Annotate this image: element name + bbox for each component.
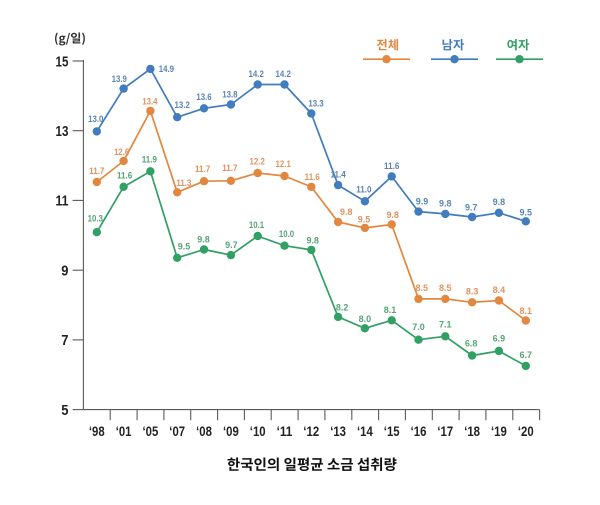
svg-text:15: 15 bbox=[56, 54, 69, 70]
svg-text:11.6: 11.6 bbox=[117, 170, 132, 181]
svg-text:13.8: 13.8 bbox=[222, 90, 238, 101]
svg-text:13.0: 13.0 bbox=[88, 114, 103, 125]
svg-text:8.3: 8.3 bbox=[466, 287, 479, 298]
svg-text:9.8: 9.8 bbox=[439, 198, 452, 209]
svg-text:8.1: 8.1 bbox=[384, 305, 397, 316]
svg-text:11.6: 11.6 bbox=[305, 172, 320, 183]
svg-text:‘98: ‘98 bbox=[89, 424, 105, 439]
svg-text:14.9: 14.9 bbox=[159, 64, 174, 75]
svg-text:‘15: ‘15 bbox=[384, 424, 400, 439]
svg-text:13.4: 13.4 bbox=[142, 96, 158, 107]
svg-text:9: 9 bbox=[61, 264, 68, 280]
svg-text:‘17: ‘17 bbox=[437, 424, 453, 439]
svg-text:11.7: 11.7 bbox=[222, 163, 237, 174]
svg-text:6.9: 6.9 bbox=[493, 334, 506, 345]
svg-text:‘16: ‘16 bbox=[411, 424, 427, 439]
svg-text:10.1: 10.1 bbox=[249, 220, 265, 231]
svg-text:‘05: ‘05 bbox=[143, 424, 159, 439]
svg-text:11.0: 11.0 bbox=[356, 185, 371, 196]
svg-text:7: 7 bbox=[61, 333, 68, 349]
svg-text:8.0: 8.0 bbox=[359, 314, 372, 325]
svg-text:‘01: ‘01 bbox=[116, 424, 132, 439]
svg-text:9.8: 9.8 bbox=[197, 235, 210, 246]
svg-text:‘10: ‘10 bbox=[250, 424, 266, 439]
svg-text:9.5: 9.5 bbox=[178, 241, 191, 252]
svg-text:8.2: 8.2 bbox=[336, 302, 349, 313]
svg-text:‘18: ‘18 bbox=[464, 424, 480, 439]
svg-text:7.0: 7.0 bbox=[412, 322, 425, 333]
svg-text:‘19: ‘19 bbox=[491, 424, 507, 439]
svg-text:10.3: 10.3 bbox=[88, 214, 103, 225]
svg-text:6.8: 6.8 bbox=[465, 339, 478, 350]
svg-text:8.5: 8.5 bbox=[439, 283, 452, 294]
svg-text:9.7: 9.7 bbox=[225, 240, 238, 251]
svg-text:9.5: 9.5 bbox=[358, 214, 371, 225]
svg-text:13.6: 13.6 bbox=[196, 92, 211, 103]
svg-text:‘20: ‘20 bbox=[518, 424, 534, 439]
svg-text:11.3: 11.3 bbox=[176, 178, 191, 189]
svg-text:11: 11 bbox=[56, 194, 69, 210]
svg-text:13.3: 13.3 bbox=[308, 99, 323, 110]
svg-text:7.1: 7.1 bbox=[439, 319, 452, 330]
svg-text:8.4: 8.4 bbox=[493, 285, 506, 296]
svg-text:‘08: ‘08 bbox=[196, 424, 212, 439]
svg-text:13: 13 bbox=[56, 124, 69, 140]
svg-text:9.8: 9.8 bbox=[340, 207, 353, 218]
svg-text:5: 5 bbox=[61, 403, 68, 419]
svg-text:13.9: 13.9 bbox=[112, 74, 127, 85]
svg-text:12.2: 12.2 bbox=[250, 156, 265, 167]
svg-text:11.9: 11.9 bbox=[142, 154, 157, 165]
svg-text:10.0: 10.0 bbox=[279, 229, 294, 240]
svg-text:‘07: ‘07 bbox=[169, 424, 185, 439]
svg-text:9.8: 9.8 bbox=[386, 210, 399, 221]
svg-text:6.7: 6.7 bbox=[520, 350, 533, 361]
svg-text:12.1: 12.1 bbox=[276, 159, 292, 170]
svg-text:11.7: 11.7 bbox=[89, 166, 104, 177]
svg-text:12.6: 12.6 bbox=[114, 147, 129, 158]
svg-text:9.5: 9.5 bbox=[520, 207, 533, 218]
svg-text:9.7: 9.7 bbox=[465, 203, 478, 214]
svg-text:8.1: 8.1 bbox=[520, 306, 533, 317]
svg-text:14.2: 14.2 bbox=[276, 69, 291, 80]
svg-text:‘13: ‘13 bbox=[330, 424, 346, 439]
svg-text:13.2: 13.2 bbox=[175, 100, 190, 111]
svg-text:11.7: 11.7 bbox=[195, 164, 210, 175]
svg-text:9.9: 9.9 bbox=[416, 197, 429, 208]
svg-text:14.2: 14.2 bbox=[249, 69, 264, 80]
svg-text:8.5: 8.5 bbox=[416, 283, 429, 294]
svg-text:9.8: 9.8 bbox=[493, 197, 506, 208]
svg-text:9.8: 9.8 bbox=[306, 235, 319, 246]
svg-text:‘14: ‘14 bbox=[357, 424, 373, 439]
svg-text:‘11: ‘11 bbox=[277, 424, 293, 439]
svg-text:11.6: 11.6 bbox=[384, 161, 399, 172]
svg-text:11.4: 11.4 bbox=[330, 170, 346, 181]
svg-text:‘09: ‘09 bbox=[223, 424, 239, 439]
svg-text:‘12: ‘12 bbox=[303, 424, 319, 439]
